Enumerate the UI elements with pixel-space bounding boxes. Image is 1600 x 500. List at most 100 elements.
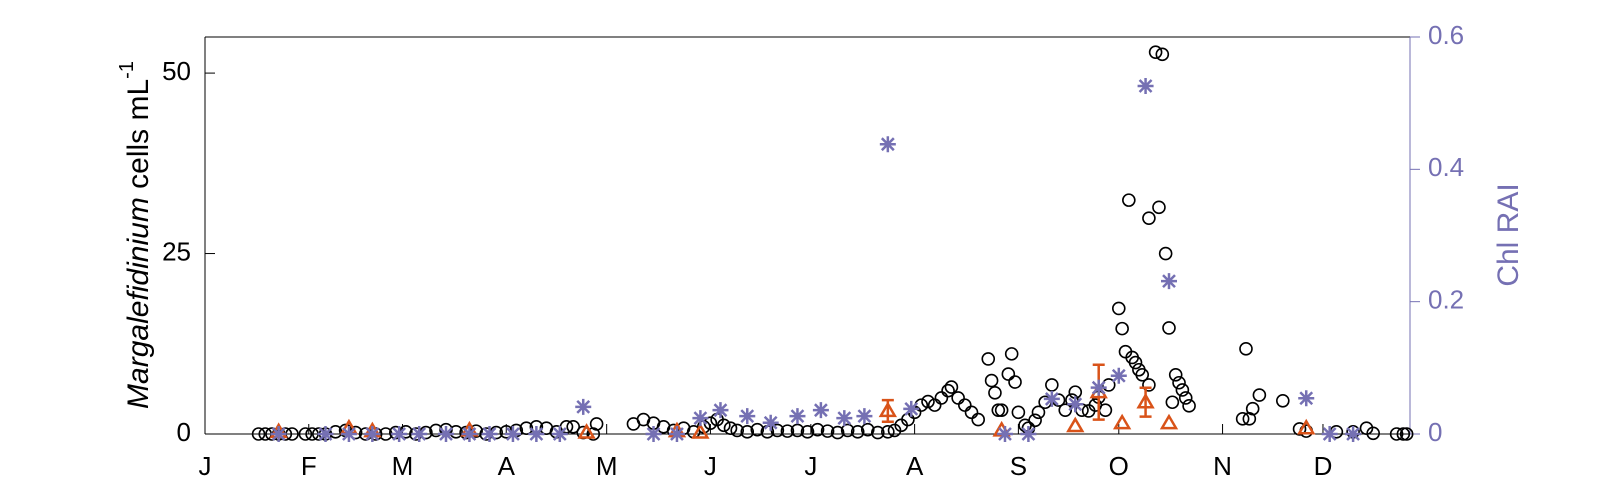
point bbox=[1112, 413, 1132, 430]
point bbox=[1122, 193, 1136, 207]
point bbox=[528, 426, 545, 442]
point bbox=[1111, 301, 1126, 316]
y2-tick-label: 0.4 bbox=[1428, 152, 1464, 182]
point bbox=[984, 373, 999, 388]
point bbox=[1011, 405, 1026, 420]
point bbox=[1239, 342, 1253, 356]
x-tick-label: J bbox=[704, 451, 717, 481]
point bbox=[1137, 77, 1154, 94]
point bbox=[1175, 383, 1190, 397]
point bbox=[812, 402, 829, 419]
y2-axis-label: Chl RAI bbox=[1492, 183, 1525, 286]
point bbox=[820, 424, 835, 438]
x-tick-label: A bbox=[906, 451, 924, 481]
point bbox=[1155, 47, 1170, 62]
point bbox=[762, 414, 779, 431]
y-tick-label: 0 bbox=[177, 417, 191, 447]
point bbox=[717, 418, 731, 433]
point bbox=[1001, 367, 1016, 381]
point bbox=[1396, 427, 1411, 441]
point bbox=[850, 425, 865, 439]
point bbox=[1399, 427, 1414, 441]
point bbox=[739, 408, 756, 425]
y-tick-label: 25 bbox=[162, 236, 191, 266]
point bbox=[1182, 399, 1196, 413]
point bbox=[391, 426, 408, 442]
point bbox=[991, 403, 1006, 417]
point bbox=[1115, 321, 1129, 336]
y-label-unit: cells mL bbox=[122, 79, 155, 197]
point bbox=[981, 352, 996, 366]
point bbox=[1043, 390, 1060, 407]
point bbox=[577, 423, 596, 439]
point bbox=[1142, 378, 1156, 392]
point bbox=[1366, 426, 1380, 441]
y-label-species: Margalefidinium bbox=[122, 197, 155, 409]
point bbox=[944, 380, 959, 394]
point bbox=[1136, 392, 1155, 409]
y-label-exponent: -1 bbox=[116, 61, 138, 79]
point bbox=[438, 426, 454, 442]
point bbox=[340, 426, 357, 442]
point bbox=[566, 419, 580, 434]
point bbox=[856, 408, 873, 425]
point bbox=[298, 427, 313, 441]
point bbox=[1142, 211, 1156, 225]
point bbox=[810, 422, 825, 437]
point bbox=[1321, 426, 1338, 442]
point bbox=[750, 422, 765, 437]
point bbox=[921, 394, 935, 409]
point bbox=[789, 408, 806, 425]
point bbox=[994, 403, 1009, 417]
point bbox=[1292, 422, 1307, 436]
point bbox=[1168, 368, 1183, 382]
point bbox=[251, 427, 266, 441]
point bbox=[1031, 405, 1046, 420]
point bbox=[461, 426, 478, 442]
y2-tick-label: 0 bbox=[1428, 417, 1442, 447]
point bbox=[1172, 375, 1186, 390]
point bbox=[964, 405, 979, 420]
point bbox=[951, 391, 965, 405]
point bbox=[691, 423, 710, 439]
x-tick-label: M bbox=[392, 451, 414, 481]
point bbox=[1245, 401, 1260, 416]
point bbox=[881, 425, 895, 439]
point bbox=[575, 398, 592, 415]
point bbox=[411, 426, 428, 442]
point bbox=[1045, 378, 1059, 392]
y-tick-label: 50 bbox=[162, 56, 191, 86]
point bbox=[1161, 273, 1177, 290]
point bbox=[730, 423, 745, 438]
point bbox=[840, 423, 855, 438]
point bbox=[1135, 368, 1150, 382]
point bbox=[1389, 427, 1404, 441]
point bbox=[504, 426, 521, 442]
point bbox=[903, 400, 920, 417]
point bbox=[692, 410, 709, 427]
point bbox=[481, 426, 498, 442]
error-bar bbox=[1139, 386, 1152, 418]
point bbox=[551, 426, 568, 442]
x-tick-label: S bbox=[1010, 451, 1027, 481]
point bbox=[1148, 45, 1163, 59]
point bbox=[1162, 321, 1176, 335]
point bbox=[780, 424, 795, 438]
y-axis-label: Margalefidinium cells mL-1 bbox=[116, 61, 155, 409]
point bbox=[723, 421, 738, 436]
point bbox=[988, 386, 1002, 400]
point bbox=[364, 426, 381, 442]
point bbox=[860, 422, 875, 437]
point bbox=[1345, 426, 1362, 442]
x-tick-label: J bbox=[199, 451, 212, 481]
point bbox=[836, 410, 853, 427]
point bbox=[800, 425, 815, 439]
point bbox=[1152, 200, 1166, 215]
x-tick-label: J bbox=[804, 451, 817, 481]
point bbox=[740, 425, 755, 439]
x-tick-label: D bbox=[1314, 451, 1333, 481]
point bbox=[1297, 418, 1316, 435]
point bbox=[1020, 426, 1037, 442]
point bbox=[1128, 355, 1143, 370]
